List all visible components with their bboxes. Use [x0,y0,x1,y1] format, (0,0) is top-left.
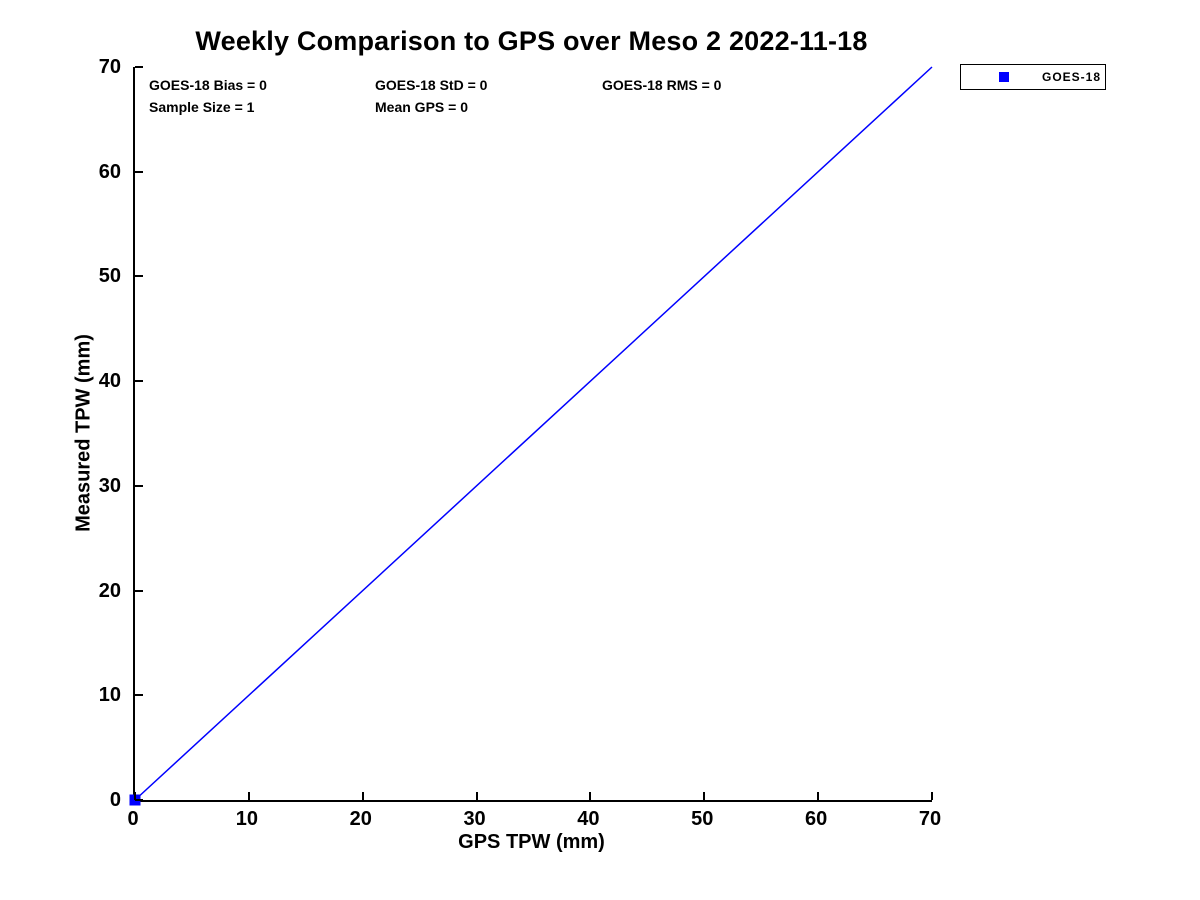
y-tick-label: 70 [98,56,121,78]
x-tick [817,792,820,800]
x-tick-label: 10 [235,808,258,830]
x-tick-label: 60 [805,808,828,830]
stat-rms: GOES-18 RMS = 0 [602,77,722,93]
y-tick [135,589,143,592]
x-tick-label: 70 [918,808,942,830]
y-tick-label: 0 [109,789,121,811]
x-tick-label: 50 [691,808,714,830]
y-tick-label: 30 [98,474,121,497]
y-tick [135,799,143,801]
y-tick-label: 20 [98,579,121,602]
x-tick [475,792,478,800]
x-tick [703,792,706,800]
legend-box: GOES-18 [960,64,1106,90]
y-tick-label: 60 [98,160,121,183]
plot-area: GOES-18 Bias = 0 GOES-18 StD = 0 GOES-18… [129,66,933,806]
x-tick-label: 40 [577,808,600,830]
x-tick-label: 20 [349,808,372,830]
legend-entry-label: GOES-18 [1042,70,1102,84]
y-tick-label: 50 [98,265,121,288]
legend-marker-square-icon [999,72,1009,82]
series-identity-line [134,66,933,801]
x-tick-label: 0 [127,808,139,830]
stat-bias: GOES-18 Bias = 0 [149,77,267,93]
x-tick [134,792,136,800]
chart-title: Weekly Comparison to GPS over Meso 2 202… [195,26,868,56]
x-axis-label: GPS TPW (mm) [458,831,605,853]
y-tick [135,66,143,68]
x-tick-label: 30 [463,808,486,830]
y-tick [135,484,143,487]
y-tick [135,694,143,697]
plot-canvas [129,66,933,806]
stat-std: GOES-18 StD = 0 [375,77,488,93]
y-tick-label: 40 [98,370,121,393]
x-tick [589,792,592,800]
y-tick-label: 10 [98,684,121,707]
y-tick [135,170,143,173]
x-tick [247,792,250,800]
x-tick [361,792,364,800]
y-tick [135,275,143,278]
y-tick [135,380,143,383]
x-tick [931,792,933,800]
stat-sample-size: Sample Size = 1 [149,99,255,115]
stat-mean-gps: Mean GPS = 0 [375,99,468,115]
y-axis-label-text: Measured TPW (mm) [72,334,95,532]
